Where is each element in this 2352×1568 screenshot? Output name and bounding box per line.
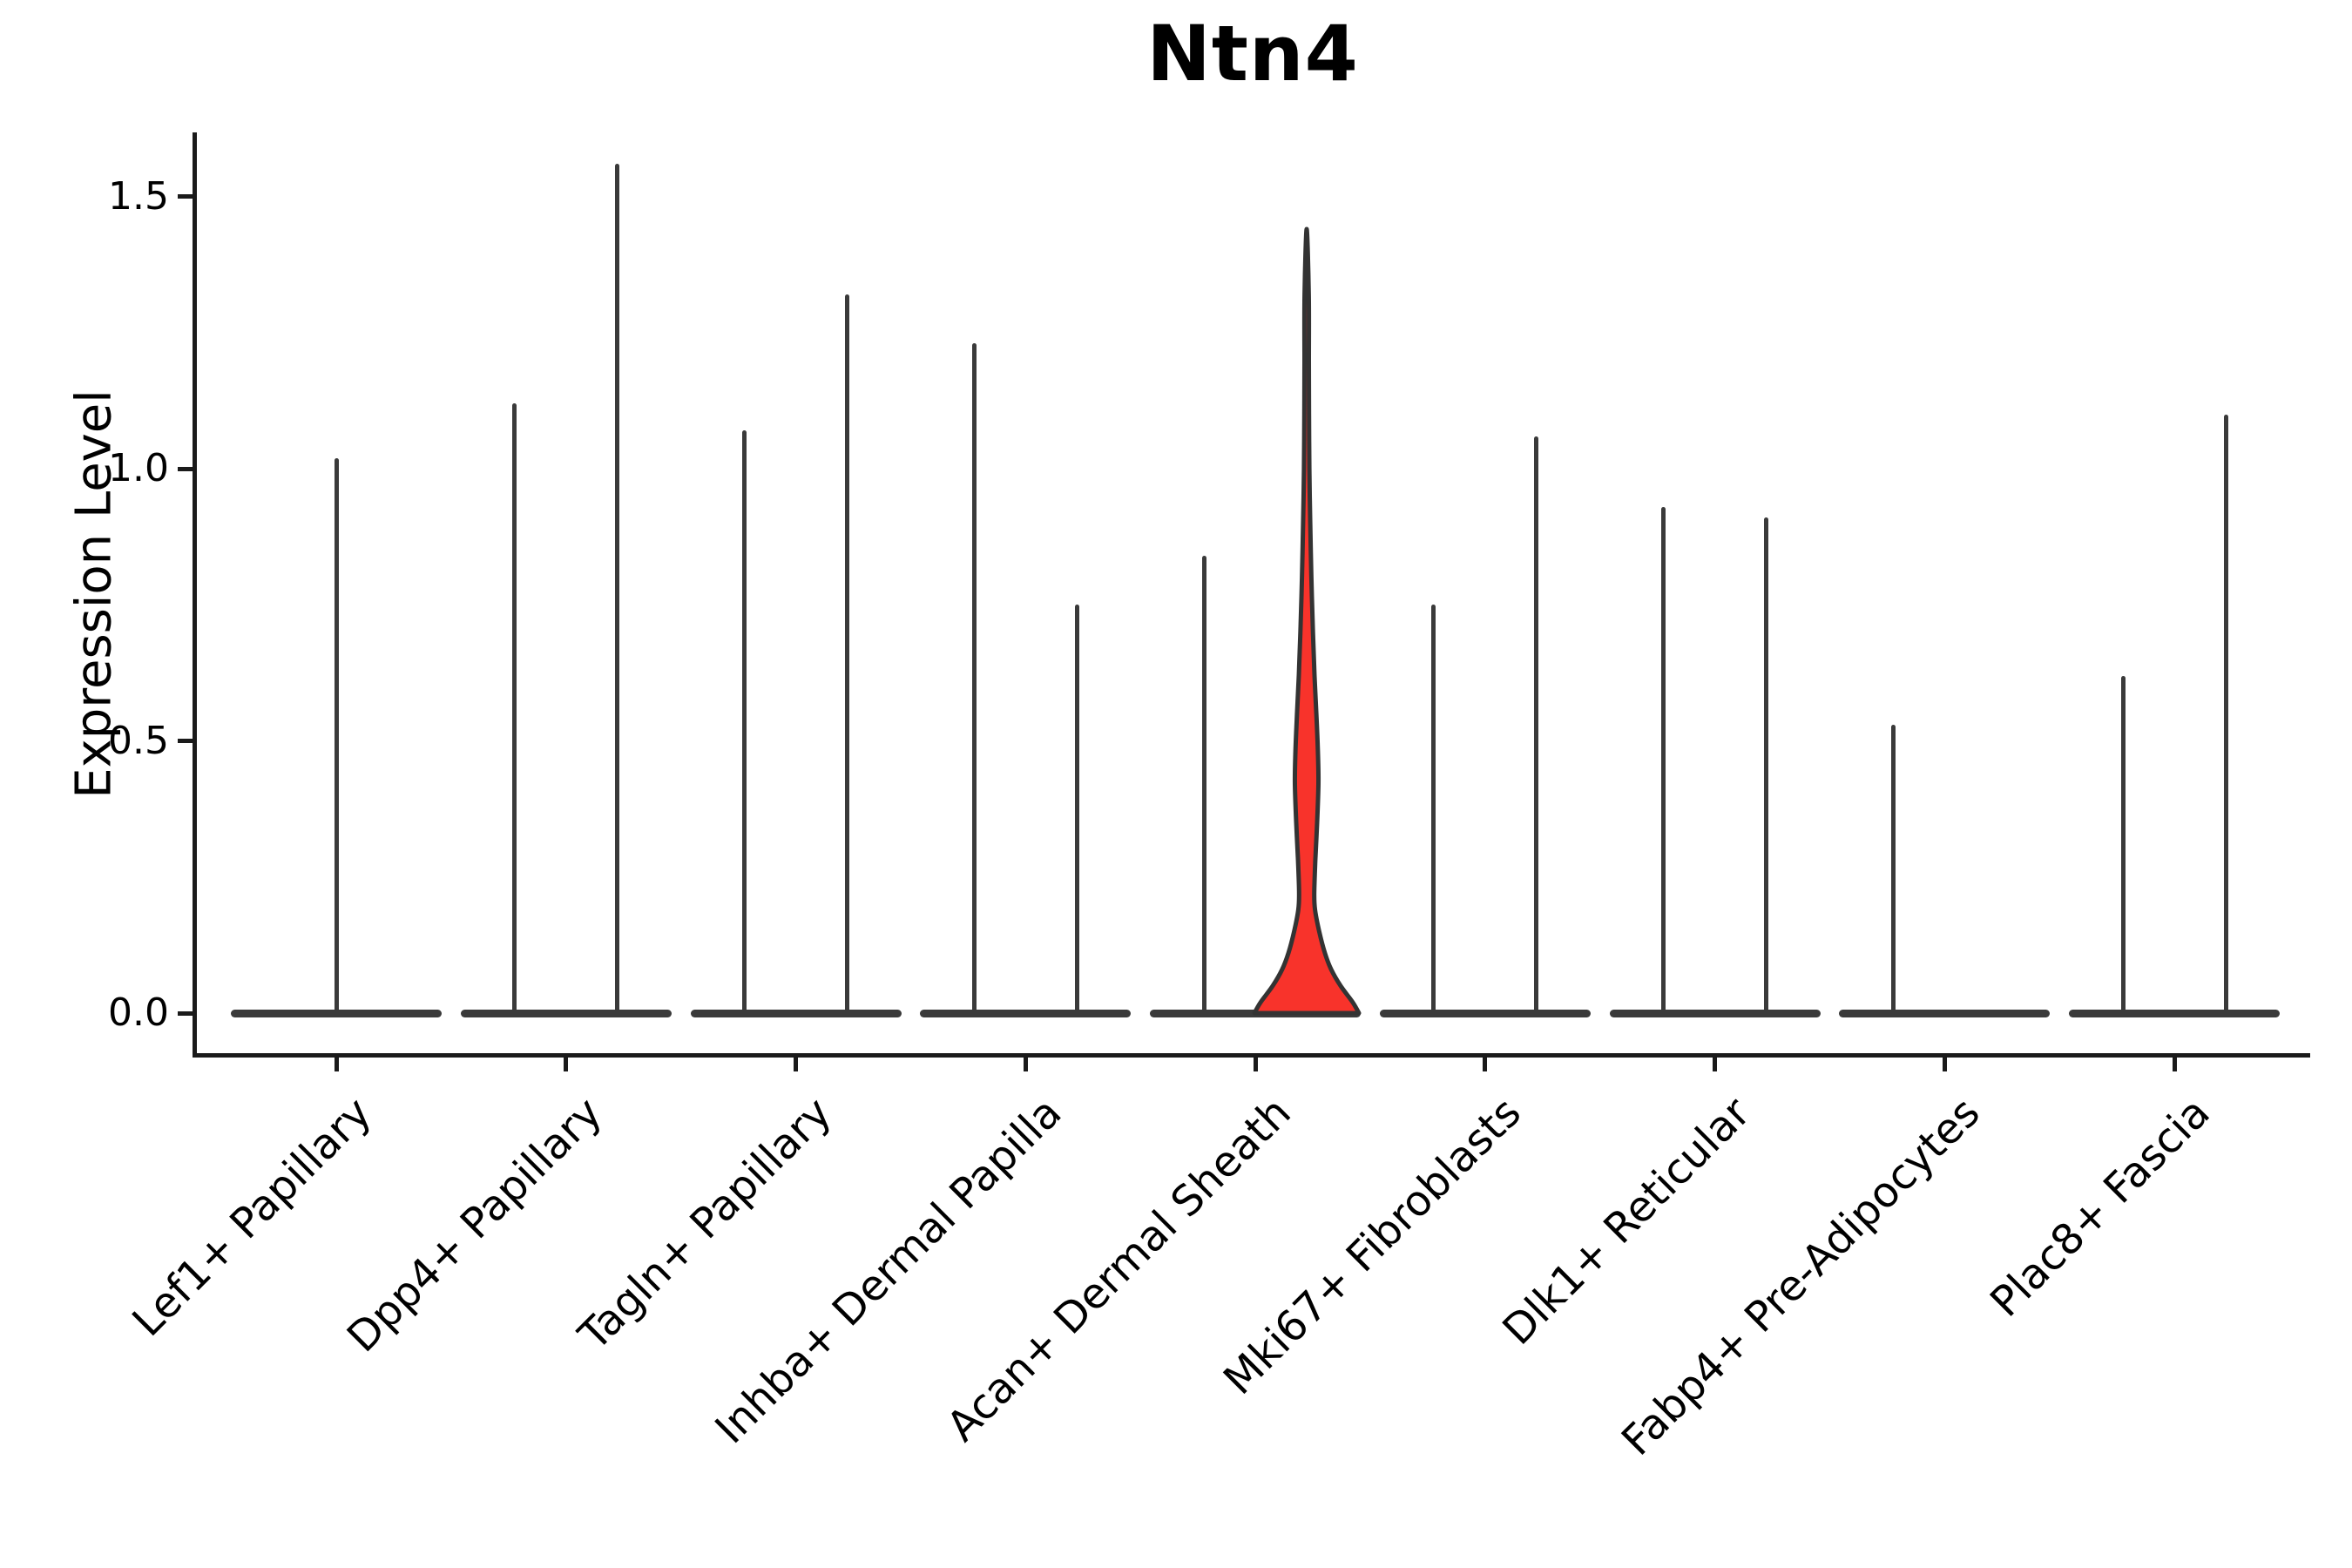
expression-spike (1661, 506, 1666, 1017)
expression-spike (971, 343, 977, 1017)
expression-spike (742, 430, 747, 1017)
violin-baseline (1150, 1009, 1361, 1017)
expression-spike (1074, 605, 1079, 1017)
x-tick (1483, 1055, 1488, 1071)
violin-baseline (460, 1009, 672, 1017)
violin-baseline (1609, 1009, 1821, 1017)
violin-baseline (920, 1009, 1132, 1017)
expression-spike (1764, 517, 1768, 1017)
violin-baseline (690, 1009, 902, 1017)
x-tick (1942, 1055, 1947, 1071)
x-tick (2172, 1055, 2177, 1071)
x-tick (1713, 1055, 1717, 1071)
expression-spike (615, 164, 620, 1017)
expression-spike (2120, 675, 2126, 1017)
y-tick-label: 0.5 (108, 718, 169, 763)
y-tick (178, 194, 193, 199)
x-tick-label: Tagln+ Papillary (569, 1088, 841, 1360)
expression-spike (1890, 724, 1896, 1017)
y-tick (178, 739, 193, 743)
x-tick-label: Plac8+ Fascia (1981, 1088, 2220, 1327)
y-tick (178, 466, 193, 471)
x-tick-label: Dpp4+ Papillary (337, 1088, 612, 1362)
expression-spike (1201, 556, 1206, 1017)
y-tick-label: 0.0 (108, 990, 169, 1035)
y-tick-label: 1.0 (108, 446, 169, 490)
expression-spike (1431, 605, 1436, 1017)
x-axis-line (193, 1053, 2310, 1058)
violin-baseline (1379, 1009, 1591, 1017)
violin-baseline (1839, 1009, 2051, 1017)
chart-title: Ntn4 (1146, 9, 1359, 98)
x-tick-label: Dlk1+ Reticular (1493, 1088, 1761, 1355)
y-tick-label: 1.5 (108, 173, 169, 219)
x-tick (334, 1055, 339, 1071)
x-tick (1023, 1055, 1028, 1071)
y-tick (178, 1010, 193, 1016)
x-tick-label: Lef1+ Papillary (123, 1088, 382, 1347)
highlighted-violin-shape (1252, 226, 1362, 1016)
expression-spike (845, 294, 849, 1017)
violin-baseline (2069, 1009, 2280, 1017)
y-axis-line (193, 132, 197, 1058)
expression-spike (2223, 414, 2228, 1017)
expression-spike (512, 403, 517, 1017)
x-tick (794, 1055, 798, 1071)
x-tick (564, 1055, 569, 1071)
expression-spike (1534, 436, 1539, 1017)
x-tick (1253, 1055, 1258, 1071)
expression-spike (334, 457, 339, 1017)
